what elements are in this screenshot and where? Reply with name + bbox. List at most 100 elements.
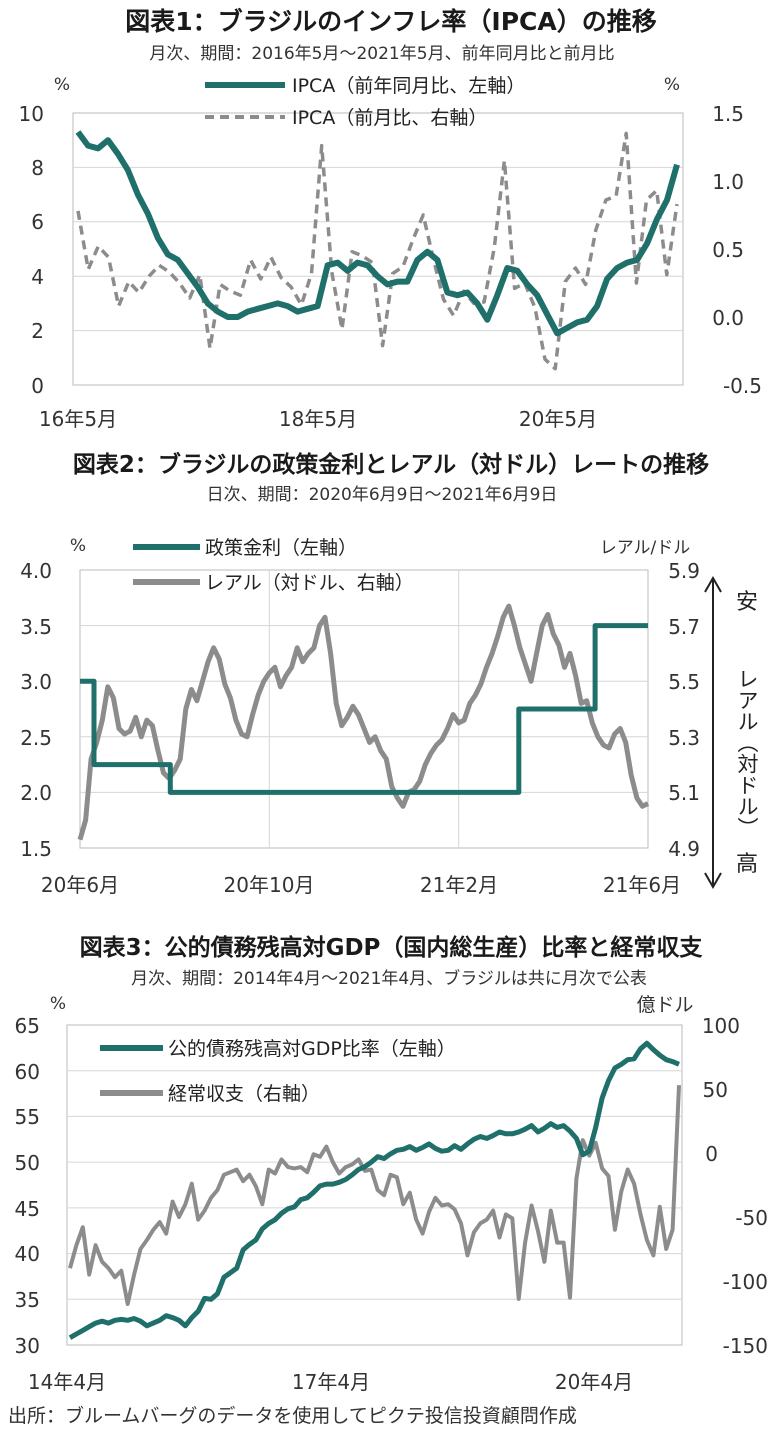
chart-2-right-tick: 5.7	[668, 615, 700, 639]
chart-1-right-tick: 0.0	[712, 306, 744, 330]
annotation-cheap: 安	[736, 590, 758, 615]
chart-3-left-tick: 60	[15, 1060, 40, 1084]
chart-2-x-tick: 21年6月	[603, 873, 681, 897]
chart-1-right-axis: -0.5 0.0 0.5 1.0 1.5	[712, 102, 762, 398]
chart-3-subtitle: 月次、期間：2014年4月～2021年4月、ブラジルは共に月次で公表	[131, 968, 647, 989]
chart-3: 図表3：公的債務残高対GDP（国内総生産）比率と経常収支 月次、期間：2014年…	[15, 934, 768, 1394]
chart-1-right-tick: 0.5	[712, 238, 744, 262]
chart-3-legend-label-ca: 経常収支（右軸）	[168, 1083, 320, 1105]
chart-3-left-tick: 50	[15, 1151, 40, 1175]
chart-2-x-tick: 20年10月	[224, 873, 315, 897]
chart-2-x-tick: 20年6月	[41, 873, 119, 897]
chart-1: 図表1：ブラジルのインフレ率（IPCA）の推移 月次、期間：2016年5月～20…	[19, 7, 762, 431]
chart-2-left-tick: 4.0	[20, 559, 52, 583]
chart-3-right-tick: -50	[735, 1206, 768, 1230]
chart-1-left-tick: 10	[19, 102, 44, 126]
chart-2-plot-frame	[79, 569, 649, 849]
chart-2-currency-annotation: 安 レアル（対ドル） 高	[704, 575, 759, 890]
annotation-expensive: 高	[736, 852, 758, 877]
chart-3-right-axis: -150 -100 -50 0 50 100	[702, 1014, 768, 1358]
chart-1-left-tick: 4	[31, 265, 44, 289]
chart-3-x-tick: 20年4月	[555, 1370, 633, 1394]
annotation-currency-label: レアル（対ドル）	[735, 668, 759, 838]
chart-3-right-tick: -100	[723, 1270, 768, 1294]
chart-3-left-tick: 65	[15, 1014, 40, 1038]
arrow-up-icon	[704, 575, 722, 593]
chart-1-legend-label-mom: IPCA（前月比、右軸）	[292, 107, 487, 129]
chart-1-left-tick: 0	[31, 374, 44, 398]
chart-3-right-tick: 0	[705, 1142, 718, 1166]
chart-3-left-tick: 45	[15, 1197, 40, 1221]
chart-2-series-layer	[77, 603, 650, 841]
chart-1-title: 図表1：ブラジルのインフレ率（IPCA）の推移	[125, 7, 656, 36]
ipca-mom-line	[76, 131, 679, 371]
chart-2-left-tick: 1.5	[20, 837, 52, 861]
chart-3-right-tick: 50	[703, 1078, 728, 1102]
chart-1-left-tick: 8	[31, 156, 44, 180]
chart-2-left-unit: %	[70, 536, 86, 556]
chart-1-x-tick: 18年5月	[279, 407, 357, 431]
chart-3-series-layer	[68, 1040, 681, 1340]
chart-2-x-tick: 21年2月	[420, 873, 498, 897]
chart-3-left-tick: 30	[15, 1334, 40, 1358]
chart-2-legend-label-rate: 政策金利（左軸）	[205, 537, 357, 559]
current-account-line	[68, 1085, 681, 1306]
chart-3-legend-label-debt: 公的債務残高対GDP比率（左軸）	[168, 1038, 456, 1060]
policy-rate-line	[80, 623, 648, 795]
chart-1-right-tick: 1.0	[712, 170, 744, 194]
chart-3-right-unit: 億ドル	[636, 994, 693, 1016]
chart-2-left-tick: 2.0	[20, 781, 52, 805]
chart-3-left-tick: 55	[15, 1105, 40, 1129]
chart-1-legend: IPCA（前年同月比、左軸） IPCA（前月比、右軸）	[205, 75, 525, 129]
chart-2-title: 図表2：ブラジルの政策金利とレアル（対ドル）レートの推移	[73, 451, 709, 478]
chart-2-left-tick: 3.0	[20, 670, 52, 694]
chart-2-left-axis: 1.5 2.0 2.5 3.0 3.5 4.0	[20, 559, 52, 861]
chart-2-right-tick: 5.3	[668, 726, 700, 750]
chart-3-right-tick: 100	[702, 1014, 740, 1038]
ipca-yoy-line	[75, 130, 680, 337]
chart-3-x-axis: 14年4月 17年4月 20年4月	[28, 1370, 633, 1394]
chart-2: 図表2：ブラジルの政策金利とレアル（対ドル）レートの推移 日次、期間：2020年…	[20, 451, 759, 897]
chart-1-plot-frame	[72, 112, 684, 386]
source-note: 出所：ブルームバーグのデータを使用してピクテ投信投資顧問作成	[8, 1404, 577, 1427]
chart-3-right-tick: -150	[723, 1334, 768, 1358]
chart-2-right-axis: 4.9 5.1 5.3 5.5 5.7 5.9	[668, 559, 700, 861]
chart-2-right-tick: 5.9	[668, 559, 700, 583]
chart-2-left-tick: 3.5	[20, 615, 52, 639]
chart-1-left-tick: 6	[31, 210, 44, 234]
chart-3-legend: 公的債務残高対GDP比率（左軸） 経常収支（右軸）	[100, 1038, 456, 1105]
chart-2-x-axis: 20年6月 20年10月 21年2月 21年6月	[41, 873, 681, 897]
chart-2-legend-label-brl: レアル（対ドル、右軸）	[205, 572, 414, 594]
chart-3-plot-frame	[66, 1024, 683, 1346]
public-debt-ratio-line	[68, 1040, 680, 1340]
chart-1-left-unit: %	[54, 75, 70, 95]
arrow-down-icon	[704, 872, 722, 890]
chart-1-x-tick: 20年5月	[519, 407, 597, 431]
chart-1-right-tick: -0.5	[723, 374, 762, 398]
chart-1-legend-label-yoy: IPCA（前年同月比、左軸）	[292, 75, 525, 97]
chart-2-legend: 政策金利（左軸） レアル（対ドル、右軸）	[133, 537, 414, 594]
brl-exchange-rate-line	[77, 603, 650, 841]
chart-1-series-layer	[75, 130, 680, 371]
chart-1-right-tick: 1.5	[712, 102, 744, 126]
chart-1-right-unit: %	[664, 75, 680, 95]
chart-3-left-unit: %	[50, 994, 66, 1014]
chart-1-x-tick: 16年5月	[39, 407, 117, 431]
chart-2-left-tick: 2.5	[20, 726, 52, 750]
chart-3-x-tick: 17年4月	[292, 1370, 370, 1394]
chart-3-x-tick: 14年4月	[28, 1370, 106, 1394]
chart-2-subtitle: 日次、期間：2020年6月9日～2021年6月9日	[207, 485, 558, 505]
chart-3-left-axis: 30 35 40 45 50 55 60 65	[15, 1014, 40, 1358]
chart-2-right-tick: 5.5	[668, 670, 700, 694]
chart-1-subtitle: 月次、期間：2016年5月～2021年5月、前年同月比と前月比	[149, 44, 614, 64]
chart-1-x-axis: 16年5月 18年5月 20年5月	[39, 407, 597, 431]
chart-1-left-tick: 2	[31, 319, 44, 343]
chart-3-title: 図表3：公的債務残高対GDP（国内総生産）比率と経常収支	[80, 934, 704, 961]
chart-2-right-unit: レアル/ドル	[600, 538, 691, 558]
chart-3-left-tick: 35	[15, 1288, 40, 1312]
chart-1-left-axis: 0 2 4 6 8 10	[19, 102, 44, 398]
chart-2-right-tick: 4.9	[668, 837, 700, 861]
chart-2-right-tick: 5.1	[668, 781, 700, 805]
chart-3-left-tick: 40	[15, 1242, 40, 1266]
